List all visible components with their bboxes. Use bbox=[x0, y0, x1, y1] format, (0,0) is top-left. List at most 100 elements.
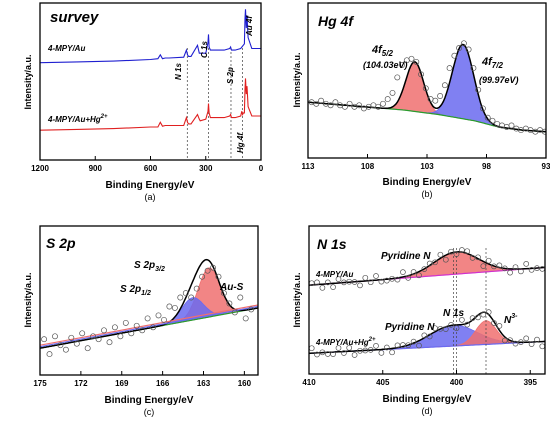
panel-c-data-point-18 bbox=[139, 327, 146, 334]
panel-c-data-point-31 bbox=[210, 264, 216, 271]
panel-d-bottom-n3-sup: 3- bbox=[511, 313, 518, 320]
x-tick-label-1: 900 bbox=[89, 164, 103, 173]
panel-d-top-data-point-38 bbox=[512, 264, 519, 271]
panel-c-x-ticks: 175 172 169 166 163 160 bbox=[33, 371, 252, 388]
panel-d-bottom-data-point-35 bbox=[496, 323, 503, 329]
panel-d-top-data-point-28 bbox=[459, 247, 465, 253]
panel-b-data-point-10 bbox=[356, 102, 363, 109]
panel-c-data-point-27 bbox=[188, 294, 195, 301]
panel-d-bottom-data-point-40 bbox=[523, 335, 530, 342]
panel-c-data-point-36 bbox=[237, 294, 244, 301]
panel-d-bottom-n1s-label: N 1s bbox=[443, 308, 465, 319]
panel-c-data-point-23 bbox=[166, 303, 173, 310]
panel-b-data-point-24 bbox=[422, 85, 429, 92]
panel-c-data-point-20 bbox=[150, 324, 157, 331]
panel-a: 1200 900 600 300 0 survey 4-MPY/Au 4-MPY/Au+… bbox=[23, 2, 264, 202]
panel-c: 175 172 169 166 163 160 S 2p S 2p3/2 S 2p1/2 … bbox=[23, 225, 259, 417]
panel-d-top-data-point-33 bbox=[485, 257, 492, 264]
panel-c-data-point-25 bbox=[177, 294, 184, 301]
panel-b-peak1-label: 4f5/2 bbox=[371, 44, 393, 58]
panel-c-data-point-4 bbox=[62, 346, 69, 353]
panel-d-bottom-data-point-34 bbox=[491, 320, 497, 326]
panel-d-xlabel: Binding Energy/eV bbox=[383, 394, 472, 405]
panel-d-top-data-point-39 bbox=[518, 268, 524, 275]
panel-d-bottom-data-point-1 bbox=[314, 351, 320, 358]
panel-b-data-point-32 bbox=[460, 40, 467, 47]
panel-d-top-data-point-25 bbox=[442, 256, 449, 263]
panel-d-top-data-point-7 bbox=[346, 278, 353, 285]
panel-b-data-point-38 bbox=[489, 117, 496, 124]
panel-d-top-data-point-4 bbox=[330, 284, 336, 290]
panel-c-data-point-29 bbox=[199, 273, 206, 280]
panel-d-bottom-data-point-14 bbox=[383, 344, 390, 351]
x-tick-label-3: 98 bbox=[482, 162, 491, 171]
panel-b-data-point-33 bbox=[465, 46, 472, 53]
panel-a-series1-label: 4-MPY/Au bbox=[47, 44, 85, 53]
panel-d-top-data-point-31 bbox=[475, 254, 481, 261]
panel-d-top-data-point-18 bbox=[405, 275, 412, 281]
panel-b-peak2-label: 4f7/2 bbox=[481, 56, 503, 70]
panel-d-top-data-point-23 bbox=[432, 259, 438, 266]
panel-d-bottom-data-point-29 bbox=[464, 321, 471, 328]
panel-c-data-point-33 bbox=[220, 290, 227, 297]
panel-c-peak-s2p32-sub: 3/2 bbox=[155, 266, 165, 273]
panel-a-annotation-c1s: C 1s bbox=[200, 41, 209, 58]
panel-b-data-point-42 bbox=[508, 122, 515, 129]
panel-d-top-data-point-21 bbox=[421, 266, 428, 272]
panel-b-data-point-2 bbox=[318, 97, 325, 104]
panel-b-data-point-49 bbox=[541, 128, 546, 135]
panel-b-data-point-17 bbox=[389, 89, 396, 96]
panel-d-bottom-data-point-12 bbox=[373, 343, 379, 349]
panel-b-data-point-29 bbox=[446, 65, 453, 72]
panel-c-data-point-30 bbox=[204, 267, 211, 274]
panel-b-peak-fill-0 bbox=[308, 61, 546, 133]
panel-d-top-data-point-41 bbox=[528, 266, 535, 273]
panel-d-top-data-point-34 bbox=[491, 263, 497, 270]
panel-d-bottom-data-point-19 bbox=[410, 338, 417, 345]
panel-b-peak2-sub: 7/2 bbox=[492, 61, 504, 70]
panel-d-bottom-data-point-38 bbox=[512, 340, 519, 347]
panel-a-xlabel: Binding Energy/eV bbox=[106, 180, 195, 191]
x-tick-label-0: 175 bbox=[33, 379, 47, 388]
panel-d-top-data-point-24 bbox=[437, 251, 444, 258]
panel-d-top-data-point-6 bbox=[341, 279, 347, 286]
panel-b-data-point-18 bbox=[394, 74, 401, 81]
panel-c-data-point-12 bbox=[106, 339, 113, 346]
panel-a-annotation-au4f: Au 4f bbox=[245, 15, 254, 37]
x-tick-label-2: 169 bbox=[115, 379, 129, 388]
panel-b-data-point-27 bbox=[437, 93, 444, 99]
panel-b-data-point-23 bbox=[418, 71, 425, 78]
panel-d-bottom-data-point-21 bbox=[421, 332, 428, 339]
x-tick-label-1: 172 bbox=[74, 379, 88, 388]
panel-c-data-point-2 bbox=[52, 333, 58, 340]
panel-d-top-peak-label: Pyridine N bbox=[381, 251, 431, 262]
panel-b-plot bbox=[308, 40, 546, 135]
panel-b-data-point-31 bbox=[456, 45, 463, 51]
panel-a-title: survey bbox=[50, 9, 99, 26]
panel-c-data-point-24 bbox=[171, 304, 178, 311]
panel-c-data-point-38 bbox=[248, 306, 255, 313]
panel-d-top-fit-envelope bbox=[309, 251, 545, 286]
panel-d-bottom-data-point-30 bbox=[469, 315, 476, 321]
panel-d-top-data-point-15 bbox=[389, 275, 395, 282]
panel-d-bottom-data-point-0 bbox=[309, 345, 315, 352]
panel-d-bottom-data-point-7 bbox=[346, 344, 353, 351]
panel-d-ylabel: Intensity/a.u. bbox=[292, 272, 302, 327]
panel-a-plot bbox=[40, 9, 261, 160]
panel-d-top-data-point-10 bbox=[362, 274, 369, 281]
panel-d-bottom-data-point-18 bbox=[405, 342, 412, 349]
panel-c-peak-fill-0 bbox=[40, 267, 258, 349]
x-tick-label-4: 0 bbox=[259, 164, 264, 173]
panel-d: 410 405 400 395 N 1s 4-MPY/Au Pyridine N 4-… bbox=[292, 225, 546, 416]
panel-b-data-point-37 bbox=[484, 114, 491, 121]
panel-c-data-point-9 bbox=[90, 333, 97, 340]
panel-d-bottom-data-point-41 bbox=[528, 341, 535, 347]
panel-a-series2-sup: 2+ bbox=[100, 114, 108, 120]
panel-d-top-data-point-1 bbox=[314, 279, 320, 286]
panel-d-bottom-data-point-28 bbox=[459, 317, 465, 323]
panel-b-peak1-value: (104.03eV) bbox=[363, 60, 408, 70]
panel-b-peak2-main: 4f bbox=[481, 56, 493, 68]
panel-d-bottom-data-point-8 bbox=[351, 352, 358, 358]
panel-a-panel-label: (a) bbox=[145, 192, 156, 202]
panel-d-top-data-point-40 bbox=[523, 261, 530, 267]
